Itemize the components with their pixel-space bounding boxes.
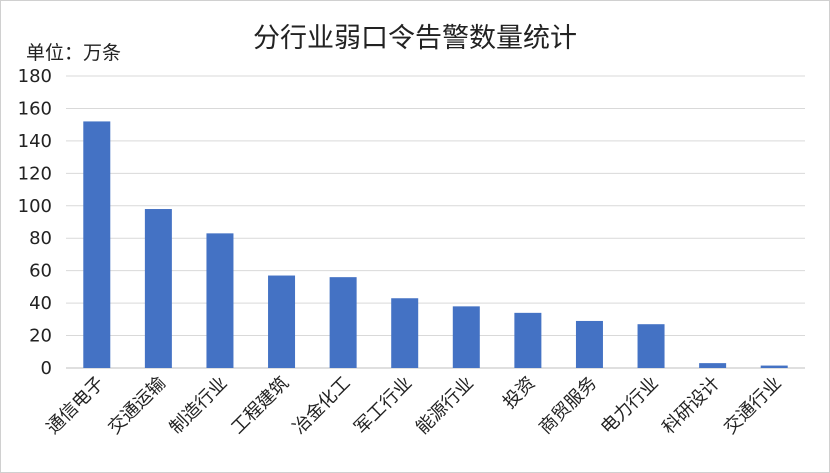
x-category-label: 商贸服务 bbox=[535, 373, 601, 439]
x-category-label: 军工行业 bbox=[350, 373, 416, 439]
x-category-label: 交通行业 bbox=[720, 373, 786, 439]
y-tick-label: 100 bbox=[18, 196, 52, 217]
bar bbox=[452, 306, 480, 368]
x-category-label: 科研设计 bbox=[658, 373, 724, 439]
bar bbox=[575, 320, 603, 368]
unit-label: 单位：万条 bbox=[26, 42, 122, 64]
y-tick-label: 40 bbox=[29, 293, 52, 314]
x-category-label: 工程建筑 bbox=[227, 373, 293, 439]
bar bbox=[329, 277, 357, 368]
y-tick-label: 80 bbox=[29, 228, 52, 249]
x-category-label: 投资 bbox=[499, 373, 539, 413]
chart-title: 分行业弱口令告警数量统计 bbox=[253, 23, 577, 54]
x-category-label: 交通运输 bbox=[104, 373, 170, 439]
y-tick-label: 60 bbox=[29, 261, 52, 282]
bar bbox=[206, 233, 234, 368]
x-category-label: 电力行业 bbox=[597, 373, 663, 439]
gridlines bbox=[66, 75, 805, 369]
x-category-label: 通信电子 bbox=[43, 373, 109, 439]
y-axis-ticks: 0 20 40 60 80 100 120 140 160 180 bbox=[18, 66, 52, 379]
y-tick-label: 20 bbox=[29, 326, 52, 347]
y-tick-label: 0 bbox=[41, 358, 52, 379]
y-tick-label: 140 bbox=[18, 131, 52, 152]
bar bbox=[144, 209, 172, 368]
y-tick-label: 180 bbox=[18, 66, 52, 87]
y-tick-label: 120 bbox=[18, 163, 52, 184]
x-category-label: 冶金化工 bbox=[289, 373, 355, 439]
bar bbox=[699, 363, 727, 368]
bar bbox=[268, 275, 296, 368]
bars bbox=[83, 121, 788, 368]
bar bbox=[83, 121, 111, 368]
x-category-label: 制造行业 bbox=[166, 373, 232, 439]
bar bbox=[637, 324, 665, 368]
x-category-label: 能源行业 bbox=[412, 373, 478, 439]
y-tick-label: 160 bbox=[18, 98, 52, 119]
bar bbox=[514, 312, 542, 368]
bar bbox=[760, 365, 788, 368]
bar bbox=[391, 298, 419, 368]
